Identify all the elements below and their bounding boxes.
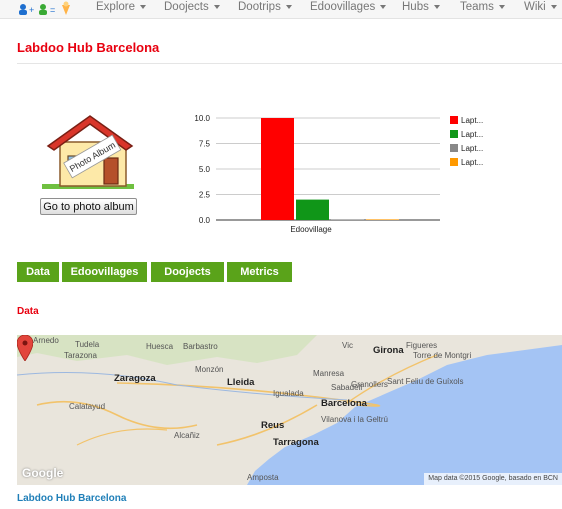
chart-x-tick-label: Edoovillage — [290, 225, 332, 234]
chart-bars — [261, 118, 399, 220]
section-heading-data: Data — [17, 306, 39, 317]
nav-explore-label: Explore — [96, 1, 135, 13]
caret-down-icon — [433, 4, 440, 9]
map-label: Sant Feliu de Guíxols — [387, 377, 464, 386]
nav-edoovillages[interactable]: Edoovillages — [310, 0, 387, 16]
map-label: Sabadell — [331, 383, 363, 392]
legend-swatch — [450, 130, 458, 138]
chart-bar — [296, 199, 329, 220]
nav-dootrips[interactable]: Dootrips — [238, 0, 292, 16]
chart-legend: Lapt... Lapt... Lapt... Lapt... — [450, 116, 483, 167]
map-label: Monzón — [195, 365, 224, 374]
map-label: Barcelona — [321, 398, 367, 409]
map-label: Zaragoza — [114, 373, 156, 384]
tab-doojects[interactable]: Doojects — [151, 262, 224, 282]
nav-hubs-label: Hubs — [402, 1, 429, 13]
map-label: Granollers — [351, 380, 388, 389]
tab-edoovillages[interactable]: Edoovillages — [62, 262, 147, 282]
map-credit: Map data ©2015 Google, basado en BCN — [424, 473, 562, 485]
nav-doojects[interactable]: Doojects — [164, 0, 220, 16]
map-label: Igualada — [273, 389, 304, 398]
chart-x-tick-labels: Edoovillage — [290, 225, 332, 234]
chart-y-tick-label: 10.0 — [194, 114, 210, 123]
hub-link[interactable]: Labdoo Hub Barcelona — [17, 493, 127, 504]
map-label: Tudela — [75, 340, 100, 349]
photo-album-image[interactable]: Photo Album — [40, 112, 136, 192]
map-label: Vilanova i la Geltrú — [321, 415, 388, 424]
map-label: Torre de Montgri — [413, 351, 472, 360]
map-label: Amposta — [247, 473, 279, 482]
nav-edoovillages-label: Edoovillages — [310, 1, 376, 13]
labdoo-logo[interactable]: + = — [18, 1, 80, 17]
map-label: Girona — [373, 345, 404, 356]
map-label: Tarazona — [64, 351, 97, 360]
map-label: Figueres — [406, 341, 438, 350]
map-label: Manresa — [313, 369, 345, 378]
go-to-photo-album-button[interactable]: Go to photo album — [40, 198, 137, 215]
legend-label: Lapt... — [461, 144, 483, 153]
chart-y-tick-label: 5.0 — [199, 165, 211, 174]
caret-down-icon — [140, 4, 146, 9]
map-label: Huesca — [146, 342, 174, 351]
nav-teams[interactable]: Teams — [460, 0, 505, 16]
chart-y-tick-label: 7.5 — [199, 140, 211, 149]
map-label: Barbastro — [183, 342, 218, 351]
legend-swatch — [450, 116, 458, 124]
chart-bar — [366, 219, 399, 220]
map-label: Vic — [342, 341, 353, 350]
map-label: Arnedo — [33, 336, 59, 345]
page-title: Labdoo Hub Barcelona — [17, 40, 160, 55]
map-label: Reus — [261, 420, 285, 431]
map-label: Calatayud — [69, 402, 106, 411]
svg-text:+: + — [29, 5, 34, 15]
nav-teams-label: Teams — [460, 1, 494, 13]
nav-dootrips-label: Dootrips — [238, 1, 281, 13]
nav-explore[interactable]: Explore — [96, 0, 146, 16]
legend-label: Lapt... — [461, 116, 483, 125]
nav-wiki[interactable]: Wiki — [524, 0, 557, 16]
chart-bar — [261, 118, 294, 220]
location-marker-icon[interactable] — [17, 335, 33, 361]
tab-metrics[interactable]: Metrics — [227, 262, 292, 282]
chart-y-tick-labels: 10.0 7.5 5.0 2.5 0.0 — [194, 114, 210, 225]
map-label: Tarragona — [273, 437, 319, 448]
caret-down-icon — [285, 4, 292, 9]
caret-down-icon — [380, 4, 387, 9]
nav-doojects-label: Doojects — [164, 1, 209, 13]
chart-bar — [331, 219, 364, 220]
caret-down-icon — [550, 4, 557, 9]
nav-wiki-label: Wiki — [524, 1, 546, 13]
hub-location-map[interactable]: Arnedo Tudela Huesca Barbastro Vic Giron… — [17, 335, 562, 485]
chart-y-tick-label: 2.5 — [199, 191, 211, 200]
map-label: Lleida — [227, 377, 255, 388]
top-navbar: + = Explore Doojects Dootrips Edoovillag… — [0, 0, 562, 19]
title-divider — [17, 63, 562, 64]
google-logo: Google — [22, 466, 64, 480]
legend-label: Lapt... — [461, 158, 483, 167]
laptops-bar-chart: 10.07.55.02.50.0 Edoovillage Lapt...Lapt… — [194, 114, 483, 234]
legend-swatch — [450, 158, 458, 166]
caret-down-icon — [498, 4, 505, 9]
map-terrain — [17, 335, 562, 485]
chart-y-tick-label: 0.0 — [199, 216, 211, 225]
legend-swatch — [450, 144, 458, 152]
legend-label: Lapt... — [461, 130, 483, 139]
caret-down-icon — [213, 4, 220, 9]
tab-data[interactable]: Data — [17, 262, 59, 282]
svg-text:=: = — [50, 5, 55, 15]
map-label: Alcañiz — [174, 431, 200, 440]
nav-hubs[interactable]: Hubs — [402, 0, 440, 16]
